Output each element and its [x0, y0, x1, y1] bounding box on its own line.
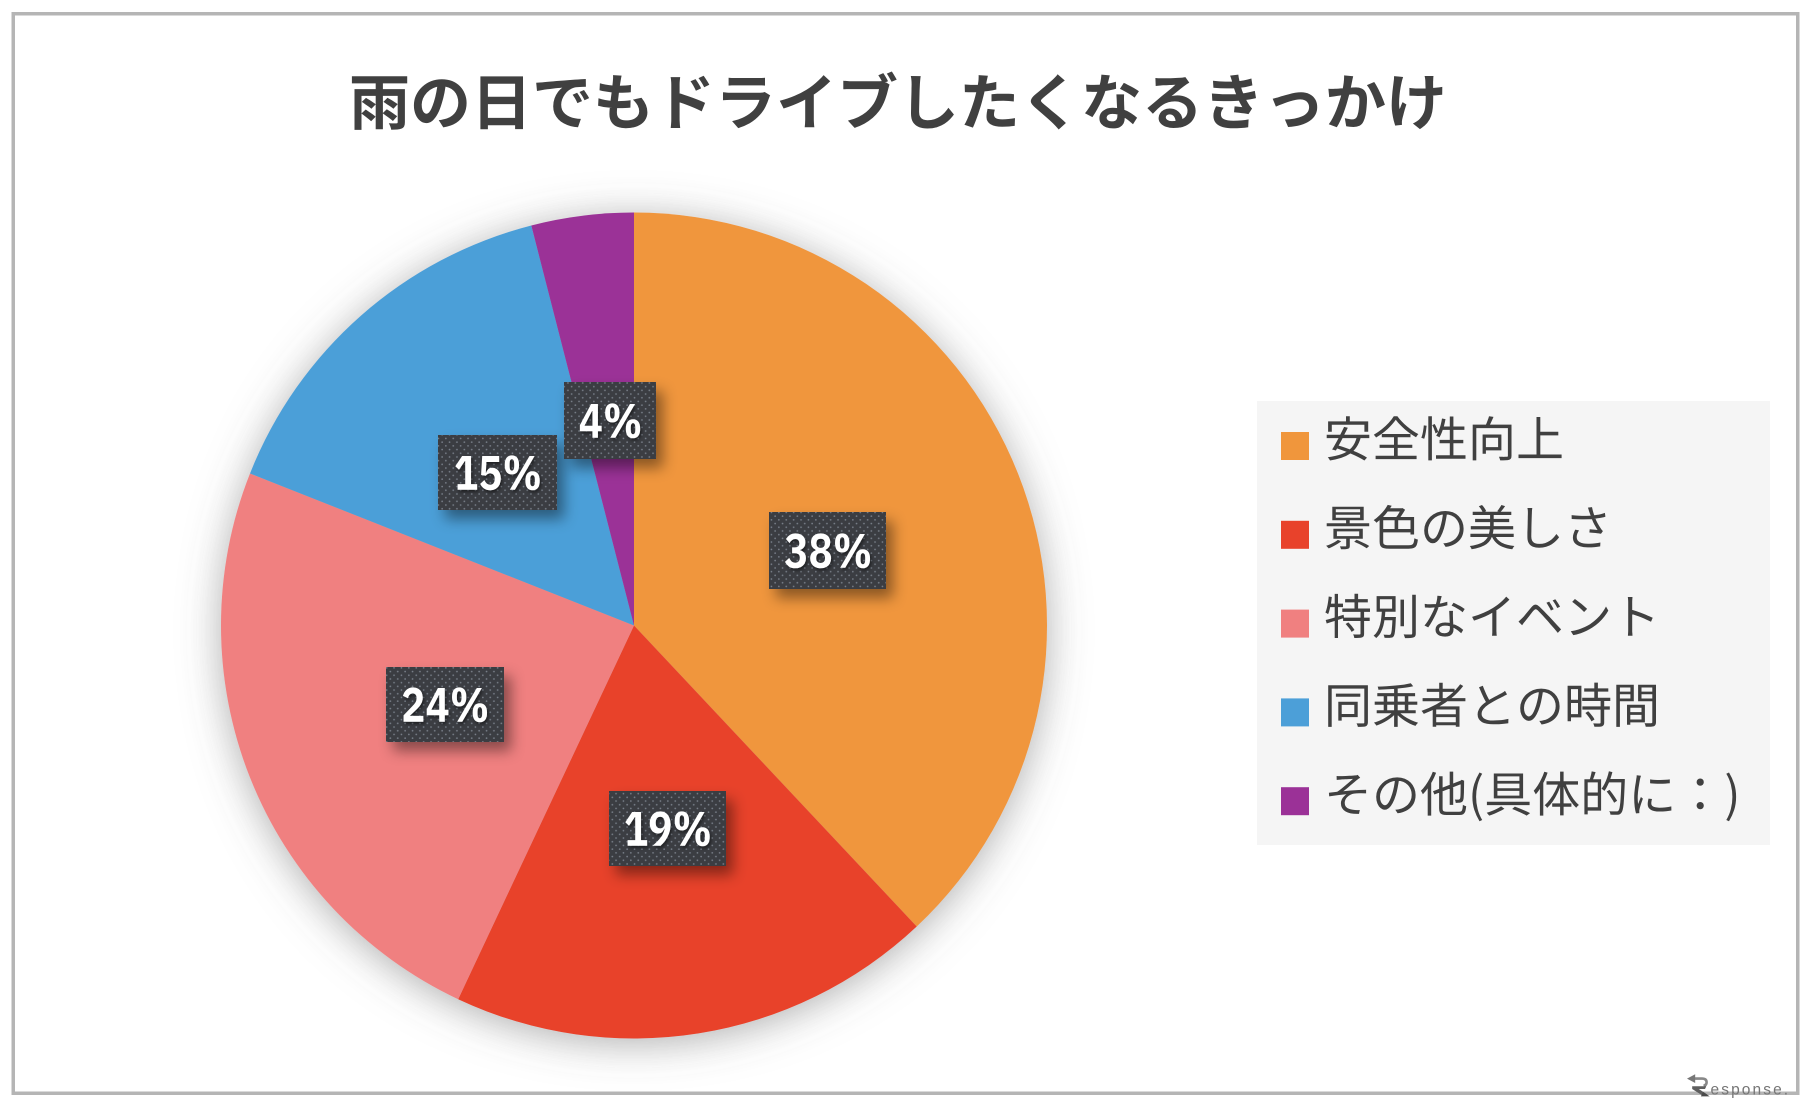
svg-text:esponse.: esponse.	[1711, 1081, 1791, 1098]
